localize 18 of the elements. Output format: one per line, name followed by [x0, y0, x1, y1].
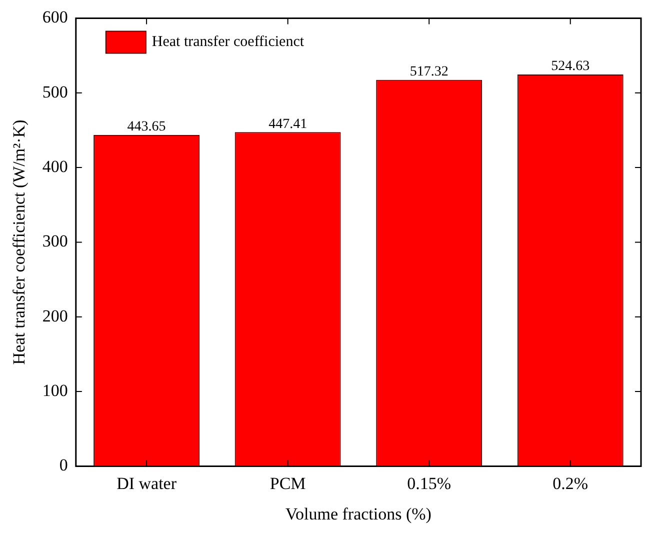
y-tick-label: 0 [59, 456, 68, 475]
x-axis-title: Volume fractions (%) [285, 504, 432, 524]
x-tick-label: 0.2% [552, 474, 588, 493]
y-tick-label: 500 [42, 82, 68, 102]
y-tick-label: 300 [42, 232, 68, 251]
x-tick-label: PCM [270, 474, 306, 493]
y-tick-label: 200 [42, 306, 68, 326]
y-axis-title: Heat transfer coefficienct (W/m²·K) [10, 120, 29, 365]
legend-label: Heat transfer coefficienct [152, 34, 305, 50]
data-label: 517.32 [410, 64, 448, 80]
y-tick-label: 400 [42, 157, 68, 176]
y-tick-label: 600 [42, 8, 68, 27]
y-tick-label: 100 [42, 381, 68, 400]
x-tick-label: DI water [116, 474, 177, 493]
data-label: 447.41 [268, 116, 308, 132]
x-tick-label: 0.15% [407, 474, 452, 493]
data-label: 443.65 [127, 120, 166, 135]
data-label: 524.63 [551, 59, 590, 74]
